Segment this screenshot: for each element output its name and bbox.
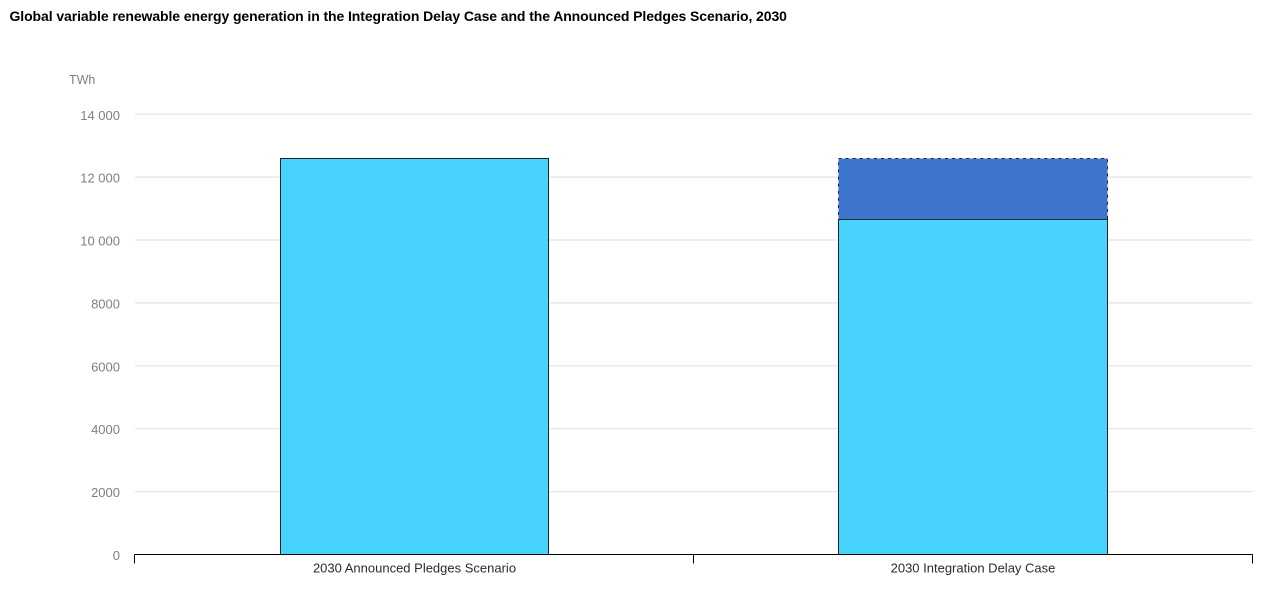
svg-text:2000: 2000 <box>91 485 120 500</box>
svg-text:TWh: TWh <box>69 73 95 87</box>
svg-text:6000: 6000 <box>91 359 120 374</box>
svg-text:2030 Integration Delay Case: 2030 Integration Delay Case <box>891 561 1056 576</box>
svg-text:10 000: 10 000 <box>80 234 120 249</box>
svg-text:2030 Announced Pledges Scenari: 2030 Announced Pledges Scenario <box>313 561 516 576</box>
svg-text:4000: 4000 <box>91 422 120 437</box>
svg-text:12 000: 12 000 <box>80 171 120 186</box>
svg-text:Global variable renewable ener: Global variable renewable energy generat… <box>10 8 788 24</box>
svg-text:0: 0 <box>113 548 120 563</box>
svg-text:14 000: 14 000 <box>80 108 120 123</box>
svg-text:8000: 8000 <box>91 297 120 312</box>
